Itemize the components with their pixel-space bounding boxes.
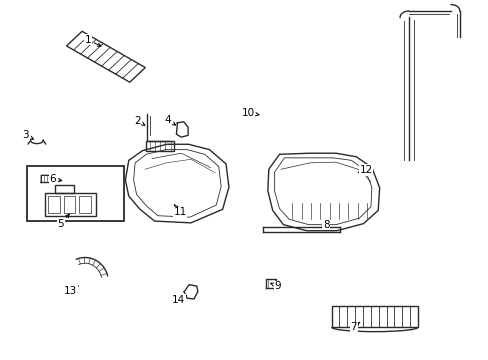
Text: 8: 8 xyxy=(322,220,329,230)
Text: 13: 13 xyxy=(63,286,78,296)
Text: 11: 11 xyxy=(173,204,186,217)
Text: 7: 7 xyxy=(350,322,359,332)
Text: 9: 9 xyxy=(270,281,280,291)
Bar xyxy=(48,196,60,213)
Text: 10: 10 xyxy=(242,108,259,118)
Bar xyxy=(55,185,74,193)
Text: 5: 5 xyxy=(57,214,69,229)
Bar xyxy=(27,166,123,221)
Text: 1: 1 xyxy=(84,35,101,46)
Text: 3: 3 xyxy=(22,130,33,140)
Text: 4: 4 xyxy=(164,115,175,125)
Text: 14: 14 xyxy=(172,295,186,305)
Bar xyxy=(63,196,75,213)
Bar xyxy=(45,193,96,216)
Text: 6: 6 xyxy=(49,174,61,184)
Text: 2: 2 xyxy=(134,116,144,126)
Bar xyxy=(145,141,174,151)
Text: 12: 12 xyxy=(358,165,372,175)
Bar xyxy=(79,196,91,213)
